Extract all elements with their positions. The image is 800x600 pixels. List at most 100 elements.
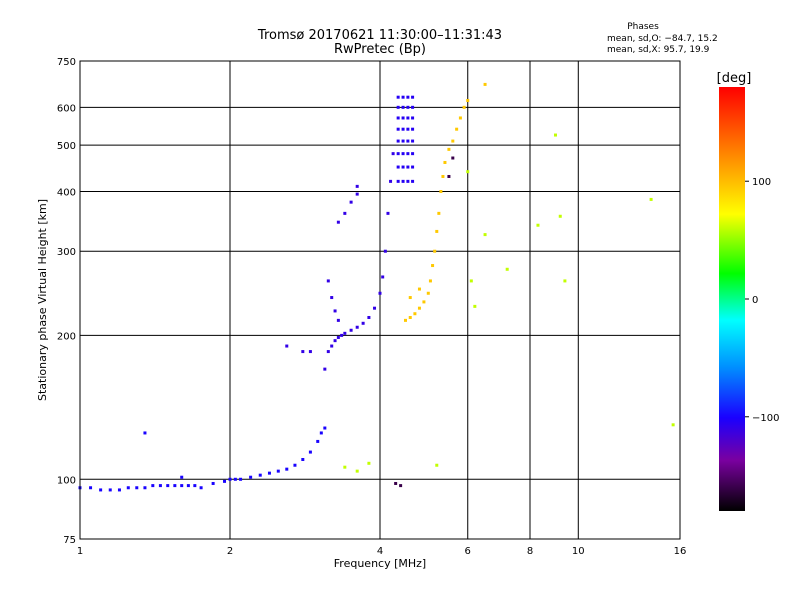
data-point-s4-8	[536, 223, 540, 227]
data-point-s0-31	[323, 426, 327, 430]
data-point-s1-26	[355, 192, 359, 196]
data-point-s0-17	[223, 479, 227, 483]
data-point-s3-7	[431, 264, 435, 268]
data-point-s2-16	[406, 179, 410, 183]
y-axis-ticks: 75 100 200 300 400 500 600 750	[57, 57, 76, 546]
x-tick-label-1: 2	[227, 546, 233, 557]
y-tick-label-5: 500	[57, 141, 76, 152]
data-point-s0-4	[117, 488, 121, 492]
data-point-s2-18	[406, 152, 410, 156]
data-point-s2-9	[401, 165, 405, 169]
data-point-s0-33	[180, 475, 184, 479]
data-point-s0-27	[301, 457, 305, 461]
data-point-s2-28	[411, 127, 415, 131]
data-point-s2-31	[411, 95, 415, 99]
data-point-s1-28	[285, 344, 289, 348]
colorbar-tick-label-2: −100	[752, 413, 779, 424]
data-point-s0-1	[89, 486, 93, 490]
data-point-s5-0	[399, 484, 403, 488]
data-point-s1-23	[308, 350, 312, 354]
data-point-s4-3	[435, 463, 439, 467]
data-point-s5-3	[451, 156, 455, 160]
colorbar-tick-label-0: 100	[752, 177, 771, 188]
data-point-s4-4	[469, 279, 473, 283]
data-point-s2-15	[401, 95, 405, 99]
stats-header: Phases	[627, 22, 659, 32]
data-point-s1-29	[355, 184, 359, 188]
colorbar	[719, 87, 745, 511]
data-point-s4-1	[355, 469, 359, 473]
data-point-s2-7	[396, 95, 400, 99]
x-tick-label-6: 16	[674, 546, 687, 557]
data-point-s2-21	[406, 116, 410, 120]
data-point-s4-7	[505, 267, 509, 271]
data-point-s1-13	[381, 275, 385, 279]
data-point-s1-15	[386, 211, 390, 215]
data-point-s1-21	[336, 318, 340, 322]
data-point-s0-13	[186, 484, 190, 488]
data-point-s2-13	[401, 116, 405, 120]
y-tick-label-0: 75	[63, 535, 76, 546]
x-tick-label-0: 1	[77, 546, 83, 557]
data-point-s0-22	[258, 473, 262, 477]
data-point-s2-17	[406, 165, 410, 169]
data-point-s2-30	[411, 105, 415, 109]
data-point-s0-12	[180, 484, 184, 488]
data-point-s0-16	[211, 481, 215, 485]
data-point-s1-8	[355, 325, 359, 329]
data-point-s3-18	[462, 105, 466, 109]
data-point-s3-14	[447, 147, 451, 151]
data-point-s0-19	[233, 477, 237, 481]
data-point-s0-14	[193, 484, 197, 488]
data-point-s4-12	[649, 197, 653, 201]
data-point-s3-15	[451, 139, 455, 143]
data-point-s3-10	[437, 211, 441, 215]
grid-lines	[80, 61, 680, 539]
data-point-s3-21	[408, 296, 412, 300]
data-point-s1-3	[333, 339, 337, 343]
data-point-s2-27	[411, 139, 415, 143]
data-point-s3-16	[455, 127, 459, 131]
data-point-s0-21	[249, 475, 253, 479]
colorbar-label: [deg]	[717, 71, 752, 86]
data-point-s4-9	[553, 133, 557, 137]
data-point-s0-8	[151, 484, 155, 488]
data-point-s4-6	[483, 233, 487, 237]
y-tick-label-4: 400	[57, 187, 76, 198]
data-point-s2-11	[401, 139, 405, 143]
data-point-s2-20	[406, 127, 410, 131]
stats-x-mode: mean, sd,X: 95.7, 19.9	[607, 45, 710, 55]
data-point-s4-13	[671, 423, 675, 427]
data-point-s5-1	[394, 481, 398, 485]
data-point-s1-4	[336, 335, 340, 339]
data-point-s1-12	[378, 291, 382, 295]
data-point-s0-25	[285, 467, 289, 471]
data-point-s2-5	[396, 116, 400, 120]
data-point-s2-25	[411, 165, 415, 169]
data-point-s1-6	[343, 331, 347, 335]
data-point-s0-9	[158, 484, 162, 488]
data-point-s2-23	[406, 95, 410, 99]
data-point-s2-8	[401, 179, 405, 183]
data-point-s2-1	[396, 165, 400, 169]
data-point-s3-20	[483, 82, 487, 86]
data-point-s2-6	[396, 105, 400, 109]
data-point-s0-3	[108, 488, 112, 492]
x-tick-label-2: 4	[377, 546, 383, 557]
data-point-s0-2	[99, 488, 103, 492]
data-point-s0-5	[126, 486, 130, 490]
data-point-s4-11	[563, 279, 567, 283]
data-point-s3-3	[417, 306, 421, 310]
y-tick-label-3: 300	[57, 247, 76, 258]
data-point-s0-24	[276, 469, 280, 473]
data-point-s1-16	[389, 179, 393, 183]
data-point-s0-28	[308, 450, 312, 454]
data-point-s2-2	[396, 152, 400, 156]
colorbar-ticks: 100 0 −100	[745, 177, 779, 424]
y-axis-label: Stationary phase Virtual Height [km]	[36, 199, 49, 401]
data-point-s0-10	[166, 484, 170, 488]
data-point-s4-2	[367, 461, 371, 465]
plot-frame	[79, 60, 681, 540]
